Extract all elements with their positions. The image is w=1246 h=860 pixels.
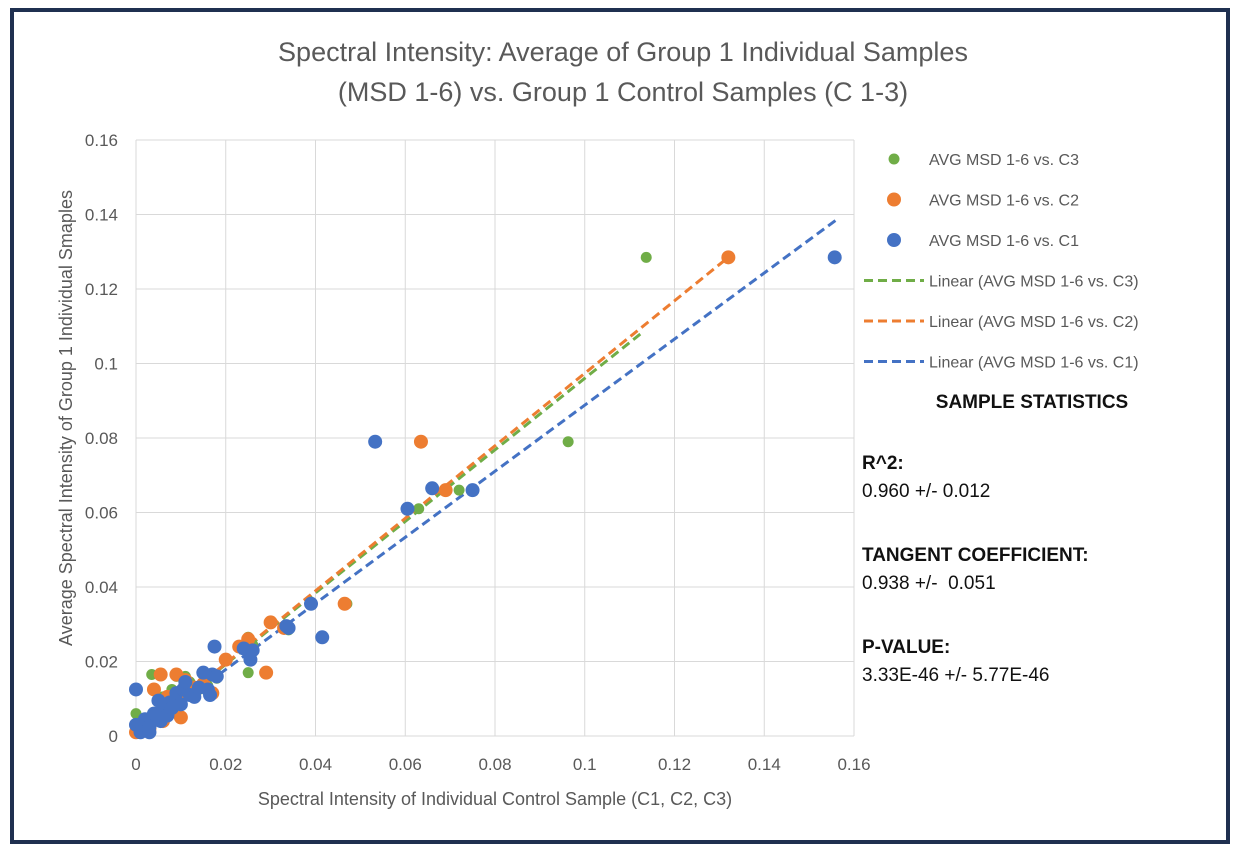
data-point bbox=[281, 620, 296, 635]
data-point bbox=[304, 596, 319, 611]
data-point bbox=[129, 682, 143, 697]
data-point bbox=[425, 481, 440, 496]
legend-marker bbox=[887, 233, 901, 247]
pvalue-value: 3.33E-46 +/- 5.77E-46 bbox=[862, 665, 1050, 686]
trend-lines bbox=[139, 218, 837, 734]
legend-label: AVG MSD 1-6 vs. C1 bbox=[929, 233, 1079, 250]
data-point bbox=[337, 596, 352, 611]
legend-label: Linear (AVG MSD 1-6 vs. C3) bbox=[929, 274, 1139, 291]
chart-frame bbox=[10, 8, 1230, 844]
legend-label: AVG MSD 1-6 vs. C2 bbox=[929, 193, 1079, 210]
data-point bbox=[413, 503, 425, 515]
data-point bbox=[453, 484, 465, 496]
data-point bbox=[149, 708, 164, 723]
legend-label: Linear (AVG MSD 1-6 vs. C1) bbox=[929, 355, 1139, 372]
legend-marker bbox=[887, 192, 901, 207]
data-point bbox=[173, 697, 188, 712]
x-tick-label: 0.08 bbox=[478, 755, 511, 774]
stats-heading: SAMPLE STATISTICS bbox=[935, 392, 1129, 413]
data-point bbox=[562, 436, 574, 448]
x-tick-label: 0.02 bbox=[209, 755, 242, 774]
y-tick-label: 0.12 bbox=[85, 280, 118, 299]
y-tick-label: 0.08 bbox=[85, 429, 118, 448]
data-point bbox=[209, 669, 224, 684]
data-point bbox=[827, 250, 842, 265]
pvalue-label: P-VALUE: bbox=[862, 637, 951, 658]
x-tick-label: 0.16 bbox=[837, 755, 870, 774]
trend-line bbox=[139, 330, 645, 734]
r2-value: 0.960 +/- 0.012 bbox=[862, 481, 991, 502]
data-point bbox=[438, 483, 453, 498]
r2-label: R^2: bbox=[862, 453, 904, 474]
data-point bbox=[203, 688, 218, 703]
tangent-value: 0.938 +/- 0.051 bbox=[862, 573, 996, 594]
chart-title: Spectral Intensity: Average of Group 1 I… bbox=[0, 32, 1246, 112]
y-tick-label: 0.06 bbox=[85, 504, 118, 523]
data-point bbox=[640, 251, 652, 263]
legend-marker bbox=[888, 153, 900, 165]
data-point bbox=[465, 483, 480, 498]
data-point bbox=[245, 643, 260, 658]
data-point bbox=[242, 667, 254, 679]
y-tick-label: 0 bbox=[109, 727, 118, 746]
y-tick-label: 0.02 bbox=[85, 653, 118, 672]
data-point bbox=[263, 615, 278, 630]
tangent-label: TANGENT COEFFICIENT: bbox=[862, 545, 1089, 566]
data-point bbox=[218, 652, 233, 667]
legend: AVG MSD 1-6 vs. C3 AVG MSD 1-6 vs. C2 AVG … bbox=[864, 152, 1139, 372]
sample-statistics: SAMPLE STATISTICS R^2: 0.960 +/- 0.012 T… bbox=[862, 392, 1192, 726]
data-point bbox=[146, 682, 161, 697]
data-points bbox=[129, 250, 842, 740]
grid-lines bbox=[135, 139, 855, 737]
x-tick-label: 0.12 bbox=[658, 755, 691, 774]
data-point bbox=[315, 630, 330, 645]
chart-title-line2: (MSD 1-6) vs. Group 1 Control Samples (C… bbox=[337, 77, 909, 107]
legend-label: Linear (AVG MSD 1-6 vs. C2) bbox=[929, 314, 1139, 331]
data-point bbox=[400, 501, 415, 516]
data-point bbox=[368, 434, 383, 449]
x-tick-label: 0.1 bbox=[573, 755, 597, 774]
data-point bbox=[173, 710, 188, 725]
x-tick-label: 0.14 bbox=[748, 755, 781, 774]
data-point bbox=[413, 434, 428, 449]
data-point bbox=[207, 639, 222, 654]
legend-label: AVG MSD 1-6 vs. C3 bbox=[929, 152, 1079, 169]
y-tick-label: 0.04 bbox=[85, 578, 118, 597]
x-axis-label: Spectral Intensity of Individual Control… bbox=[258, 789, 732, 809]
y-axis-label: Average Spectral Intensity of Group 1 In… bbox=[56, 190, 76, 646]
data-point bbox=[142, 719, 157, 734]
y-tick-label: 0.16 bbox=[85, 131, 118, 150]
x-tick-label: 0.06 bbox=[389, 755, 422, 774]
data-point bbox=[153, 667, 168, 682]
trend-line bbox=[139, 218, 837, 734]
chart-title-line1: Spectral Intensity: Average of Group 1 I… bbox=[278, 37, 968, 67]
y-tick-label: 0.1 bbox=[94, 355, 118, 374]
tick-labels: 0 0.02 0.04 0.06 0.08 0.1 0.12 0.14 0.16 0 0.02 0.0… bbox=[85, 131, 871, 774]
data-point bbox=[259, 665, 274, 680]
x-tick-label: 0.04 bbox=[299, 755, 332, 774]
x-tick-label: 0 bbox=[131, 755, 140, 774]
data-point bbox=[178, 674, 193, 689]
y-tick-label: 0.14 bbox=[85, 206, 118, 225]
data-point bbox=[721, 250, 736, 265]
